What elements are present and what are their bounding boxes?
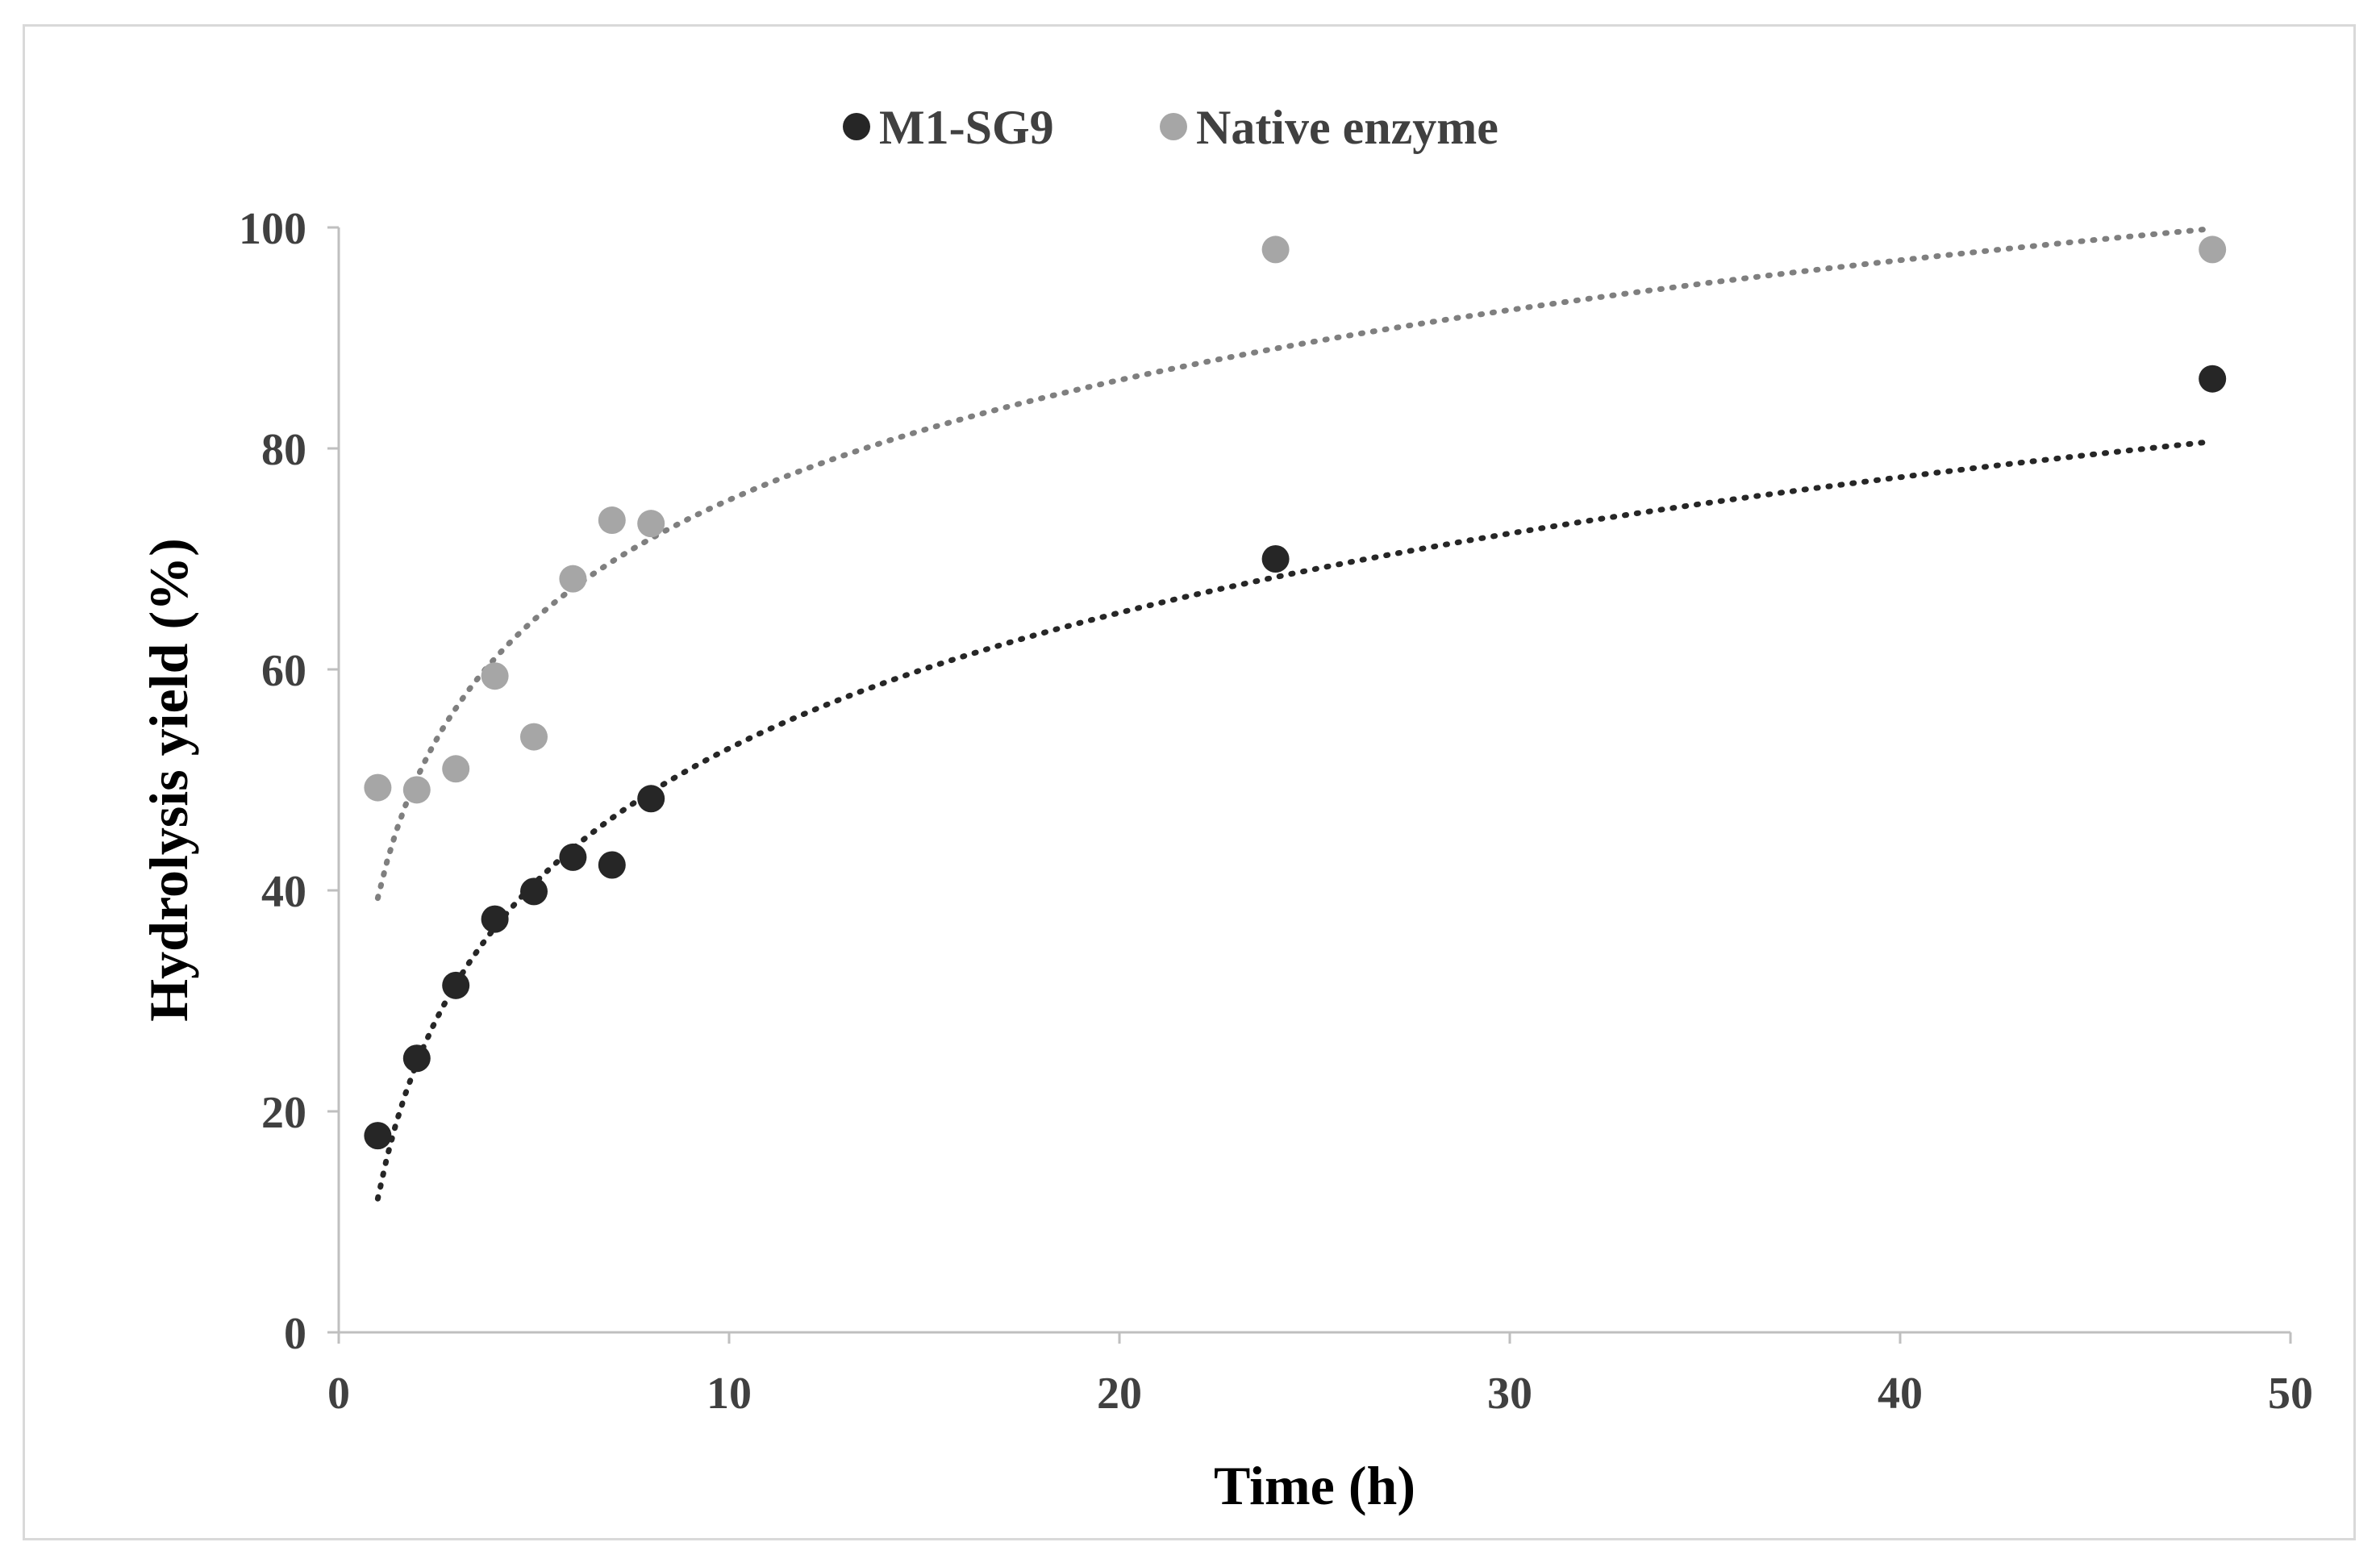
y-tick-label: 60 (261, 646, 306, 696)
y-tick-label: 20 (261, 1088, 306, 1138)
y-tick-label: 80 (261, 425, 306, 475)
axes (337, 227, 2290, 1334)
x-tick-label: 30 (1487, 1369, 1532, 1419)
legend: M1-SG9 Native enzyme (843, 101, 1498, 154)
x-axis-title: Time (h) (1214, 1455, 1415, 1516)
data-point-series-1 (598, 506, 626, 535)
data-point-series-0 (637, 785, 665, 813)
data-point-series-1 (364, 773, 392, 802)
data-point-series-0 (598, 851, 626, 879)
y-tick-label: 0 (284, 1309, 306, 1359)
legend-marker-series-1 (1160, 113, 1187, 140)
trendlines (374, 226, 2215, 1202)
trendline-series-0 (374, 439, 2215, 1202)
data-point-series-0 (520, 877, 548, 906)
x-ticks: 0 10 20 30 40 50 (327, 1332, 2313, 1419)
legend-marker-series-0 (843, 113, 870, 140)
data-point-series-0 (481, 905, 509, 933)
y-axis-title: Hydrolysis yield (%) (138, 538, 199, 1021)
data-point-series-1 (442, 755, 470, 783)
x-tick-label: 10 (706, 1369, 752, 1419)
legend-label-series-1: Native enzyme (1196, 101, 1498, 154)
x-tick-label: 20 (1097, 1369, 1142, 1419)
x-tick-label: 40 (1878, 1369, 1923, 1419)
data-point-series-1 (520, 723, 548, 751)
y-tick-label: 100 (239, 204, 306, 254)
data-point-series-1 (402, 776, 431, 804)
data-point-series-0 (364, 1122, 392, 1150)
data-point-series-0 (2199, 365, 2227, 393)
data-point-series-1 (559, 565, 587, 593)
data-point-series-0 (1261, 545, 1290, 573)
data-points (364, 235, 2227, 1150)
data-point-series-1 (2199, 235, 2227, 264)
y-ticks: 0 20 40 60 80 100 (239, 204, 339, 1359)
y-tick-label: 40 (261, 867, 306, 917)
data-point-series-0 (442, 971, 470, 999)
data-point-series-1 (637, 510, 665, 538)
data-point-series-0 (402, 1044, 431, 1073)
x-tick-label: 50 (2268, 1369, 2313, 1419)
data-point-series-1 (1261, 235, 1290, 264)
data-point-series-0 (559, 843, 587, 871)
legend-label-series-0: M1-SG9 (879, 101, 1054, 154)
x-tick-label: 0 (327, 1369, 350, 1419)
data-point-series-1 (481, 662, 509, 690)
